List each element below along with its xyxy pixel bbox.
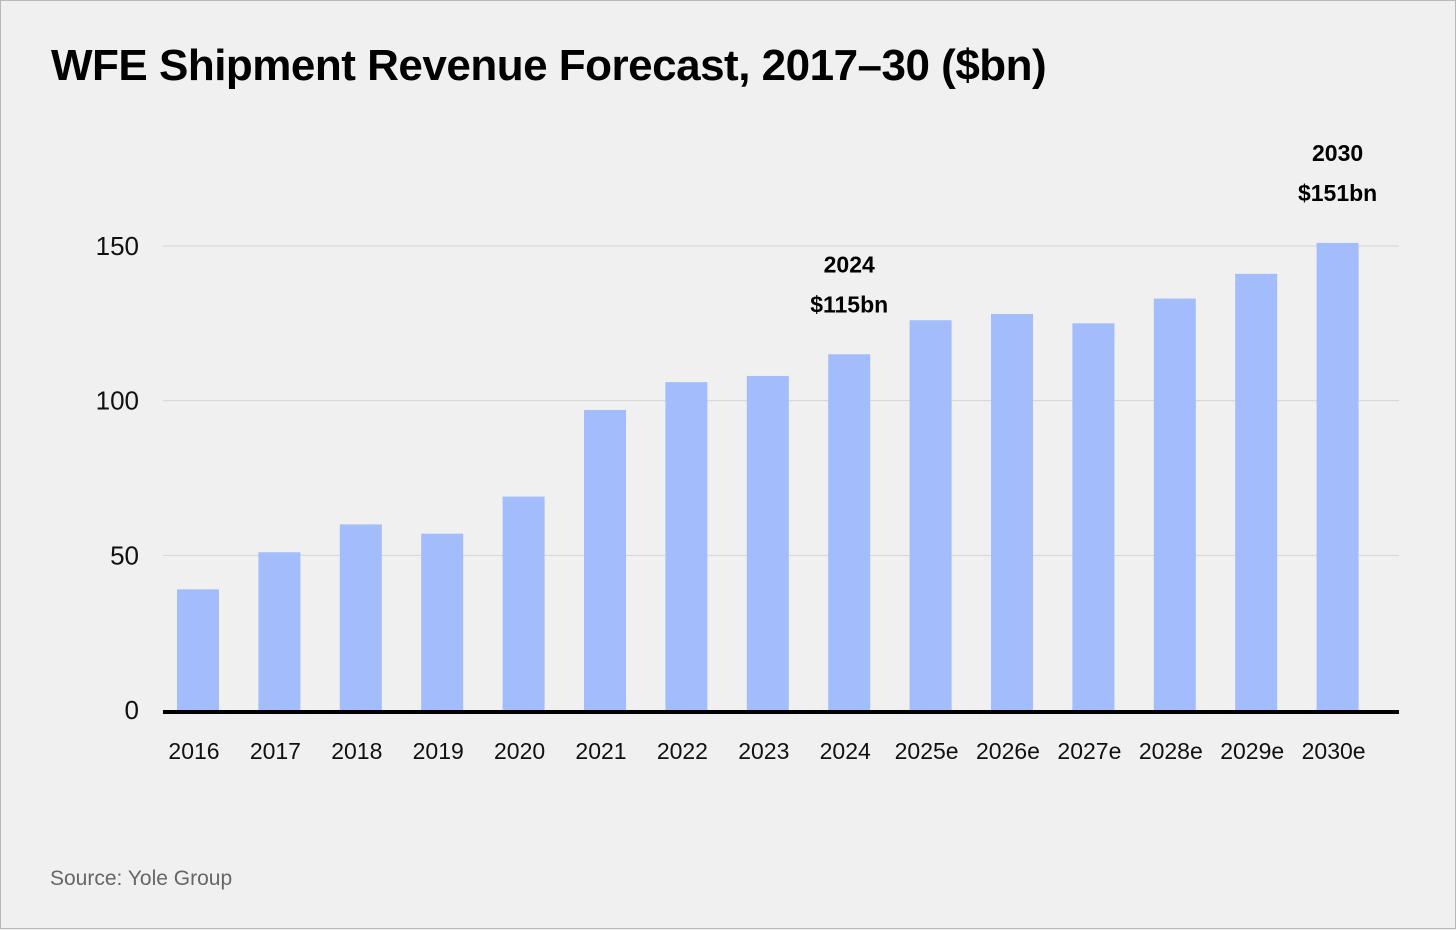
- bar-2029e: [1235, 273, 1278, 710]
- x-tick-label: 2016: [168, 738, 219, 764]
- annotation-label: 2030: [1312, 140, 1363, 166]
- annotation-label: $151bn: [1298, 180, 1377, 206]
- x-tick-label: 2020: [494, 738, 545, 764]
- bar-2028e: [1153, 298, 1196, 710]
- x-tick-label: 2028e: [1139, 738, 1203, 764]
- y-tick-label: 100: [96, 386, 139, 416]
- bar-2019: [421, 533, 464, 710]
- bar-2016: [177, 589, 219, 710]
- bar-2026e: [991, 314, 1033, 710]
- bar-2021: [584, 409, 626, 710]
- chart-title: WFE Shipment Revenue Forecast, 2017–30 (…: [51, 41, 1047, 90]
- bars: [177, 242, 1359, 710]
- bar-2025e: [909, 320, 952, 710]
- y-axis-ticks: 0 50 100 150: [96, 231, 139, 725]
- bar-2023: [746, 375, 789, 710]
- bar-2022: [665, 382, 708, 710]
- x-tick-label: 2023: [738, 738, 789, 764]
- y-tick-label: 150: [96, 231, 139, 261]
- annotations: 2024 $115bn 2030 $151bn: [810, 140, 1377, 317]
- bar-2027e: [1072, 323, 1115, 710]
- x-tick-label: 2026e: [976, 738, 1040, 764]
- bar-2024: [828, 354, 871, 710]
- x-tick-label: 2027e: [1057, 738, 1121, 764]
- source-note: Source: Yole Group: [50, 867, 233, 890]
- bar-2017: [258, 552, 301, 710]
- x-tick-label: 2021: [575, 738, 626, 764]
- annotation-label: 2024: [824, 251, 875, 277]
- x-tick-label: 2029e: [1220, 738, 1284, 764]
- x-tick-label: 2018: [331, 738, 382, 764]
- x-tick-label: 2030e: [1302, 738, 1366, 764]
- bar-2018: [339, 524, 382, 710]
- y-tick-label: 50: [110, 540, 139, 570]
- x-tick-label: 2019: [413, 738, 464, 764]
- x-tick-label: 2022: [657, 738, 708, 764]
- x-axis-ticks: 2016 2017 2018 2019 2020 2021 2022 2023 2024 2025…: [168, 738, 1365, 764]
- bar-2030e: [1316, 242, 1359, 710]
- x-tick-label: 2017: [250, 738, 301, 764]
- bar-2020: [502, 496, 545, 710]
- y-tick-label: 0: [125, 695, 139, 725]
- x-tick-label: 2025e: [895, 738, 959, 764]
- annotation-label: $115bn: [810, 291, 888, 317]
- x-tick-label: 2024: [820, 738, 871, 764]
